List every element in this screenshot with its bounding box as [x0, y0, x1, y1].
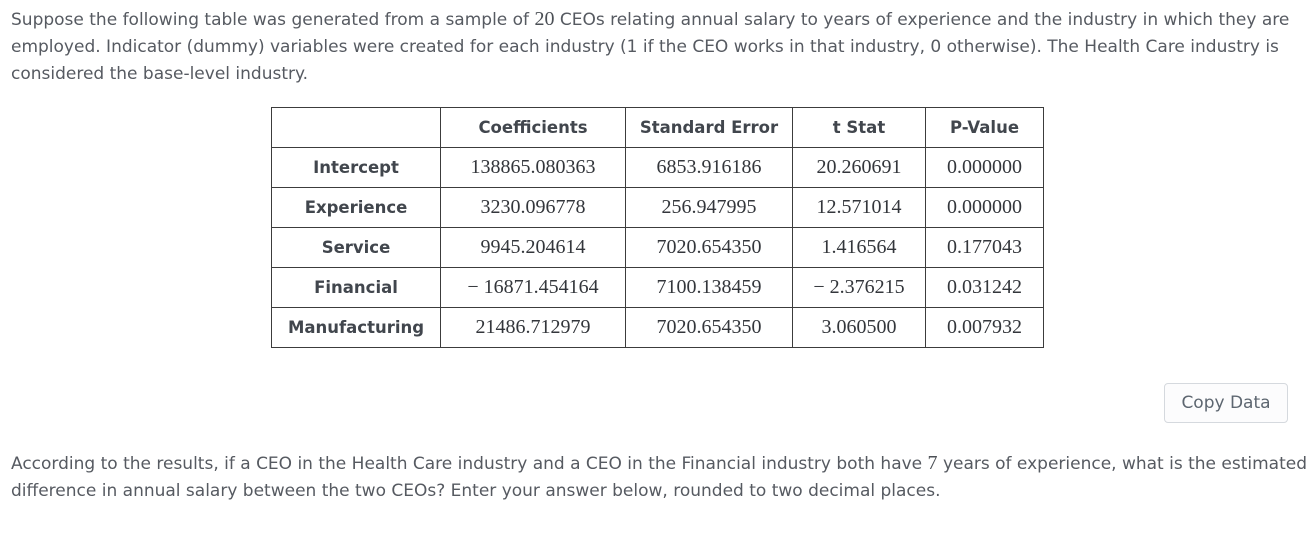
row-label: Intercept: [271, 147, 441, 188]
standard-error-cell: 6853.916186: [625, 147, 793, 188]
question-text-1: According to the results, if a CEO in th…: [11, 454, 928, 474]
coefficient-cell: 9945.204614: [440, 227, 626, 268]
p-value-cell: 0.007932: [925, 307, 1044, 348]
copy-data-button[interactable]: Copy Data: [1164, 383, 1288, 423]
column-header: Standard Error: [625, 107, 793, 148]
row-label: Manufacturing: [271, 307, 441, 348]
column-header: P-Value: [925, 107, 1044, 148]
standard-error-cell: 7100.138459: [625, 267, 793, 308]
table-row: Experience 3230.096778 256.947995 12.571014…: [271, 187, 1044, 228]
p-value-cell: 0.031242: [925, 267, 1044, 308]
coefficient-cell: − 16871.454164: [440, 267, 626, 308]
years-of-experience-value: 7: [927, 452, 938, 474]
standard-error-cell: 256.947995: [625, 187, 793, 228]
t-stat-cell: 1.416564: [792, 227, 926, 268]
table-row: Service 9945.204614 7020.654350 1.416564 0.1…: [271, 227, 1044, 268]
question-paragraph: According to the results, if a CEO in th…: [11, 451, 1307, 505]
sample-size-value: 20: [534, 8, 555, 30]
table-header-row: Coefficients Standard Error t Stat P-Value: [271, 107, 1044, 148]
p-value-cell: 0.000000: [925, 147, 1044, 188]
p-value-cell: 0.177043: [925, 227, 1044, 268]
coefficient-cell: 138865.080363: [440, 147, 626, 188]
intro-paragraph: Suppose the following table was generate…: [11, 7, 1307, 88]
row-label: Financial: [271, 267, 441, 308]
corner-header-cell: [271, 107, 441, 148]
question-text-2: years of experience, what is the estimat…: [11, 454, 1308, 501]
standard-error-cell: 7020.654350: [625, 307, 793, 348]
column-header: Coefficients: [440, 107, 626, 148]
coefficient-cell: 3230.096778: [440, 187, 626, 228]
t-stat-cell: 20.260691: [792, 147, 926, 188]
row-label: Service: [271, 227, 441, 268]
table-row: Financial − 16871.454164 7100.138459− 2.37…: [271, 267, 1044, 308]
intro-text-1: Suppose the following table was generate…: [11, 10, 535, 30]
intro-text-2: CEOs relating annual salary to years of …: [11, 10, 1290, 84]
t-stat-cell: 12.571014: [792, 187, 926, 228]
p-value-cell: 0.000000: [925, 187, 1044, 228]
row-label: Experience: [271, 187, 441, 228]
table-row: Intercept 138865.080363 6853.916186 20.2606…: [271, 147, 1044, 188]
t-stat-cell: − 2.376215: [792, 267, 926, 308]
table-row: Manufacturing 21486.712979 7020.654350 3.06…: [271, 307, 1044, 348]
regression-results-table: Coefficients Standard Error t Stat P-Value …: [271, 107, 1044, 348]
column-header: t Stat: [792, 107, 926, 148]
standard-error-cell: 7020.654350: [625, 227, 793, 268]
t-stat-cell: 3.060500: [792, 307, 926, 348]
coefficient-cell: 21486.712979: [440, 307, 626, 348]
